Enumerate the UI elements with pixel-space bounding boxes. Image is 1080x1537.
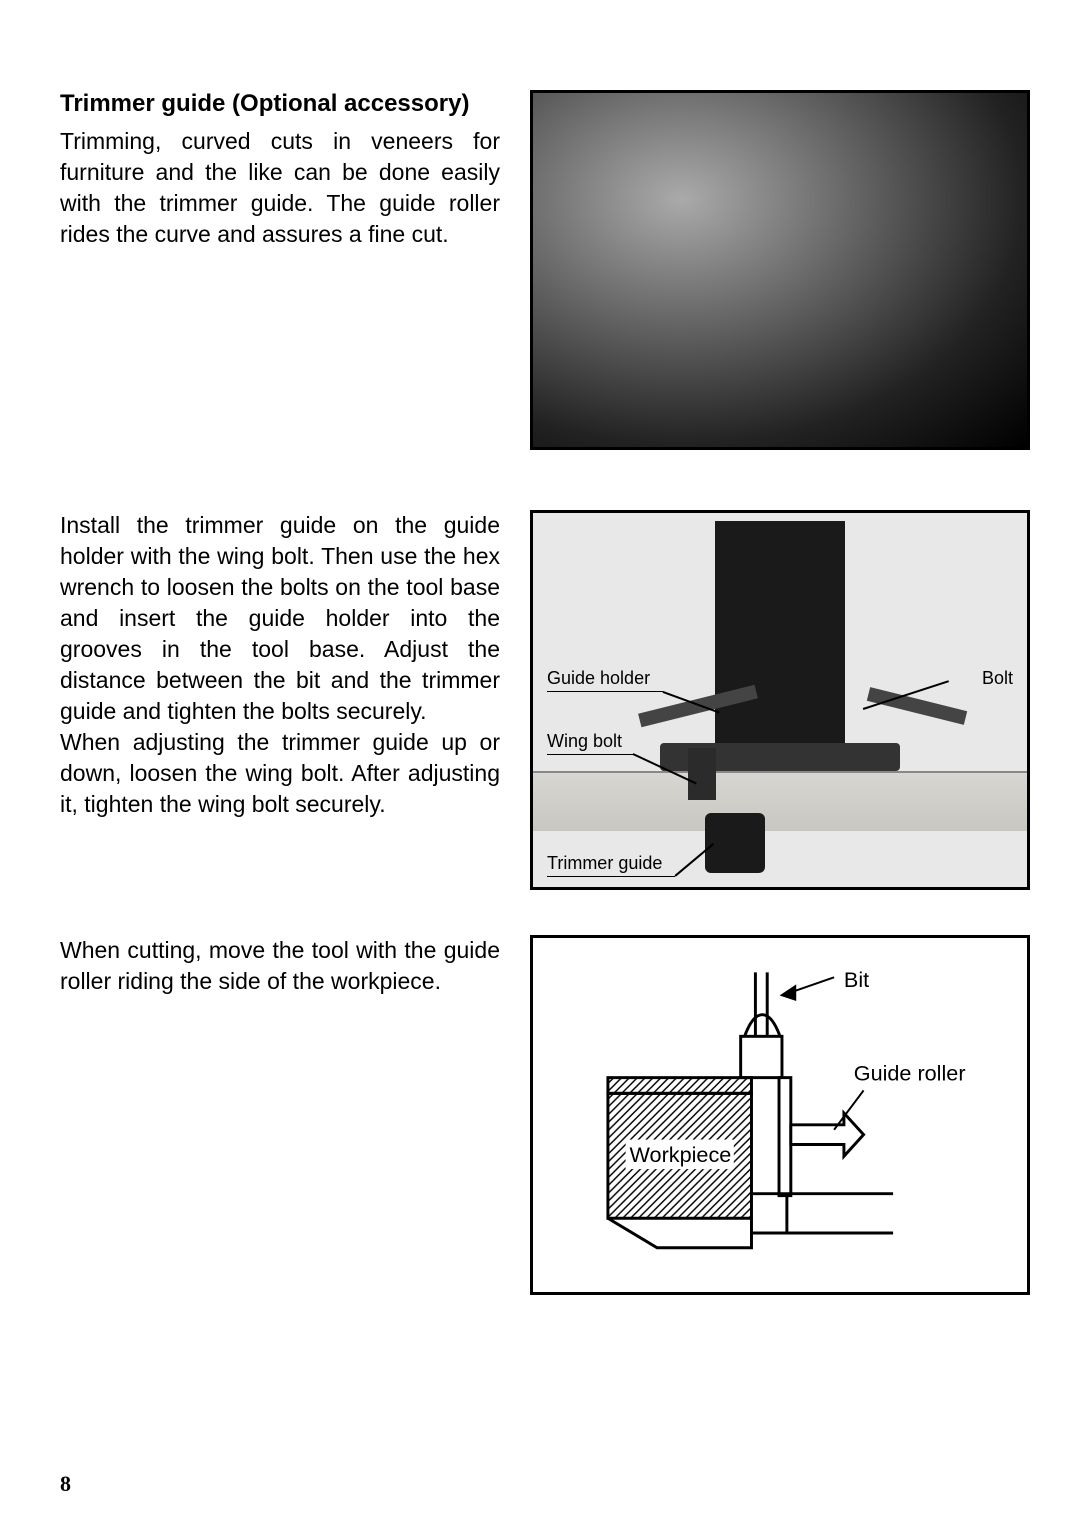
section-1-body: Trimming, curved cuts in veneers for fur… <box>60 126 500 250</box>
diagram-svg: Bit <box>533 938 1027 1292</box>
section-3: When cutting, move the tool with the gui… <box>60 935 1030 1295</box>
diagram-label-workpiece: Workpiece <box>630 1142 732 1167</box>
photo-shading <box>533 93 1027 447</box>
diagram-guide-roller: Bit <box>530 935 1030 1295</box>
manual-page: Trimmer guide (Optional accessory) Trimm… <box>0 0 1080 1537</box>
label-bolt-text: Bolt <box>982 668 1013 688</box>
label-trimmer-guide-text: Trimmer guide <box>547 853 662 873</box>
section-1: Trimmer guide (Optional accessory) Trimm… <box>60 90 1030 450</box>
label-guide-holder-text: Guide holder <box>547 668 650 688</box>
photo-table-surface <box>533 771 1027 831</box>
page-number: 8 <box>60 1471 71 1497</box>
label-wing-bolt: Wing bolt <box>547 731 633 755</box>
section-3-body: When cutting, move the tool with the gui… <box>60 935 500 997</box>
photo-router-body <box>715 521 845 751</box>
label-wing-bolt-text: Wing bolt <box>547 731 622 751</box>
diagram-label-guide-roller: Guide roller <box>854 1061 966 1086</box>
photo-trimmer-guide-install: Guide holder Wing bolt Trimmer guide Bol… <box>530 510 1030 890</box>
section-2-image: Guide holder Wing bolt Trimmer guide Bol… <box>530 510 1030 890</box>
photo-trimmer-guide <box>705 813 765 873</box>
section-2-text: Install the trimmer guide on the guide h… <box>60 510 500 890</box>
section-2: Install the trimmer guide on the guide h… <box>60 510 1030 890</box>
section-3-diagram: Bit <box>530 935 1030 1295</box>
label-guide-holder: Guide holder <box>547 668 663 692</box>
photo-trimming-action <box>530 90 1030 450</box>
label-trimmer-guide: Trimmer guide <box>547 853 675 877</box>
section-1-heading: Trimmer guide (Optional accessory) <box>60 90 500 118</box>
section-3-text: When cutting, move the tool with the gui… <box>60 935 500 1295</box>
section-1-text: Trimmer guide (Optional accessory) Trimm… <box>60 90 500 450</box>
section-2-body: Install the trimmer guide on the guide h… <box>60 510 500 820</box>
photo-wing-bolt <box>688 748 716 800</box>
label-bolt: Bolt <box>982 668 1013 689</box>
photo-bolt-bar <box>867 687 967 725</box>
section-1-image <box>530 90 1030 450</box>
diagram-label-bit: Bit <box>844 967 869 992</box>
